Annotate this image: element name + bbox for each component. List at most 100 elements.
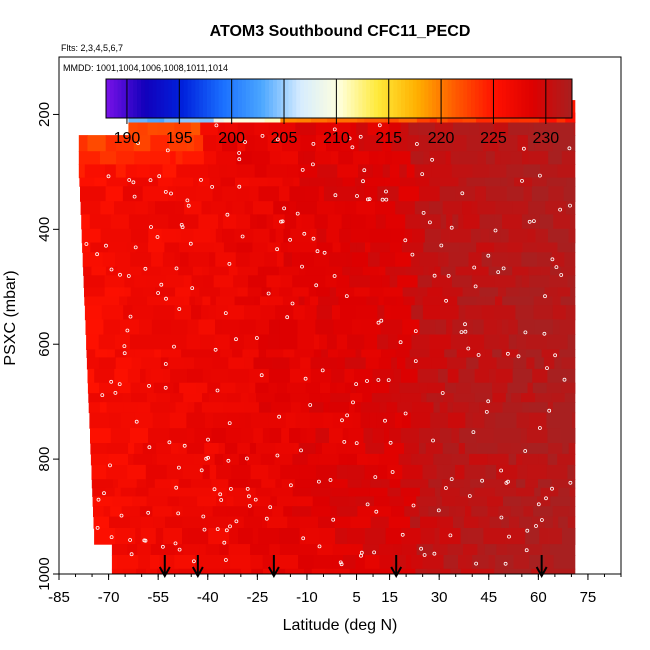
heat-cell — [87, 135, 107, 152]
heat-cell — [136, 164, 151, 179]
heat-cell — [514, 177, 533, 187]
heat-cell — [458, 555, 467, 570]
heat-cell — [523, 164, 541, 179]
colorbar-segment — [311, 79, 317, 118]
heat-cell — [362, 266, 380, 276]
heat-cell — [281, 555, 299, 570]
heat-cell — [197, 496, 217, 507]
heat-cell — [557, 164, 576, 179]
heat-cell — [250, 412, 269, 429]
heat-cell — [512, 368, 526, 384]
heat-cell — [567, 464, 575, 480]
heat-cell — [178, 266, 194, 276]
heat-cell — [547, 402, 554, 414]
heat-cell — [526, 334, 548, 350]
heat-cell — [573, 275, 576, 288]
colorbar-segment — [210, 79, 216, 118]
heat-cell — [503, 568, 518, 574]
heat-cell — [557, 453, 576, 466]
heat-cell — [169, 428, 188, 444]
heat-cell — [476, 242, 495, 253]
heat-cell — [371, 393, 393, 403]
heat-cell — [485, 296, 496, 306]
heat-cell — [565, 201, 576, 215]
heat-cell — [134, 412, 154, 429]
heat-cell — [350, 393, 363, 403]
heat-cell — [348, 487, 371, 497]
heat-cell — [505, 393, 512, 403]
sample-marker — [84, 412, 89, 417]
heat-cell — [389, 382, 400, 394]
colorbar-segment — [455, 79, 460, 118]
heat-cell — [211, 479, 229, 489]
heat-cell — [266, 164, 288, 179]
heat-cell — [391, 151, 412, 165]
heat-cell — [372, 428, 385, 444]
heat-cell — [253, 228, 271, 244]
heat-cell — [444, 242, 460, 253]
heat-cell — [526, 428, 548, 444]
heat-cell — [268, 464, 281, 480]
heat-cell — [533, 506, 554, 518]
heat-cell — [262, 555, 276, 570]
heat-cell — [248, 368, 270, 384]
heat-cell — [459, 151, 479, 165]
heat-cell — [543, 357, 555, 370]
heat-cell — [224, 122, 239, 136]
heat-cell — [389, 275, 398, 288]
heat-cell — [198, 177, 211, 187]
heat-cell — [100, 228, 116, 244]
heat-cell — [192, 266, 203, 276]
heat-cell — [198, 214, 219, 230]
colorbar-segment — [397, 79, 402, 118]
heat-cell — [176, 164, 192, 179]
heat-cell — [195, 464, 204, 480]
colorbar-segment — [362, 79, 367, 118]
heat-cell — [433, 402, 441, 414]
heat-cell — [477, 544, 486, 556]
heat-cell — [266, 275, 282, 288]
heat-cell — [570, 287, 576, 298]
heat-cell — [295, 122, 317, 136]
heat-cell — [82, 242, 91, 253]
x-tick-label: 75 — [580, 589, 597, 606]
sample-marker — [201, 514, 206, 519]
heat-cell — [239, 319, 257, 335]
sample-marker — [553, 353, 557, 358]
colorbar-segment — [296, 79, 301, 118]
heat-cell — [484, 334, 501, 350]
heat-cell — [180, 252, 189, 268]
heat-cell — [319, 382, 331, 394]
heat-cell — [494, 275, 517, 288]
heat-cell — [160, 266, 179, 276]
heat-cell — [454, 496, 469, 507]
sample-marker — [340, 418, 344, 423]
heat-cell — [550, 496, 571, 507]
heat-cell — [165, 568, 180, 574]
heat-cell — [474, 368, 490, 384]
heat-cell — [487, 453, 510, 466]
heat-cell — [260, 496, 271, 507]
colorbar-segment — [109, 79, 115, 118]
heat-cell — [564, 402, 576, 414]
heat-cell — [203, 135, 217, 152]
colorbar-segment — [486, 79, 491, 118]
heat-cell — [561, 266, 576, 276]
colorbar-segment — [148, 79, 154, 118]
heat-cell — [170, 319, 188, 335]
sample-marker — [136, 141, 141, 146]
heat-cell — [450, 151, 460, 165]
heat-cell — [188, 528, 209, 545]
heat-cell — [429, 349, 445, 358]
heat-cell — [165, 516, 175, 529]
heat-cell — [117, 555, 139, 570]
heat-cell — [557, 242, 573, 253]
heat-cell — [492, 382, 508, 394]
heat-cell — [257, 266, 264, 276]
heat-cell — [440, 305, 460, 321]
heat-cell — [181, 349, 203, 358]
x-tick-label: -55 — [147, 589, 169, 606]
heat-cell — [518, 349, 527, 358]
heat-cell — [256, 214, 267, 230]
heat-cell — [402, 464, 423, 480]
